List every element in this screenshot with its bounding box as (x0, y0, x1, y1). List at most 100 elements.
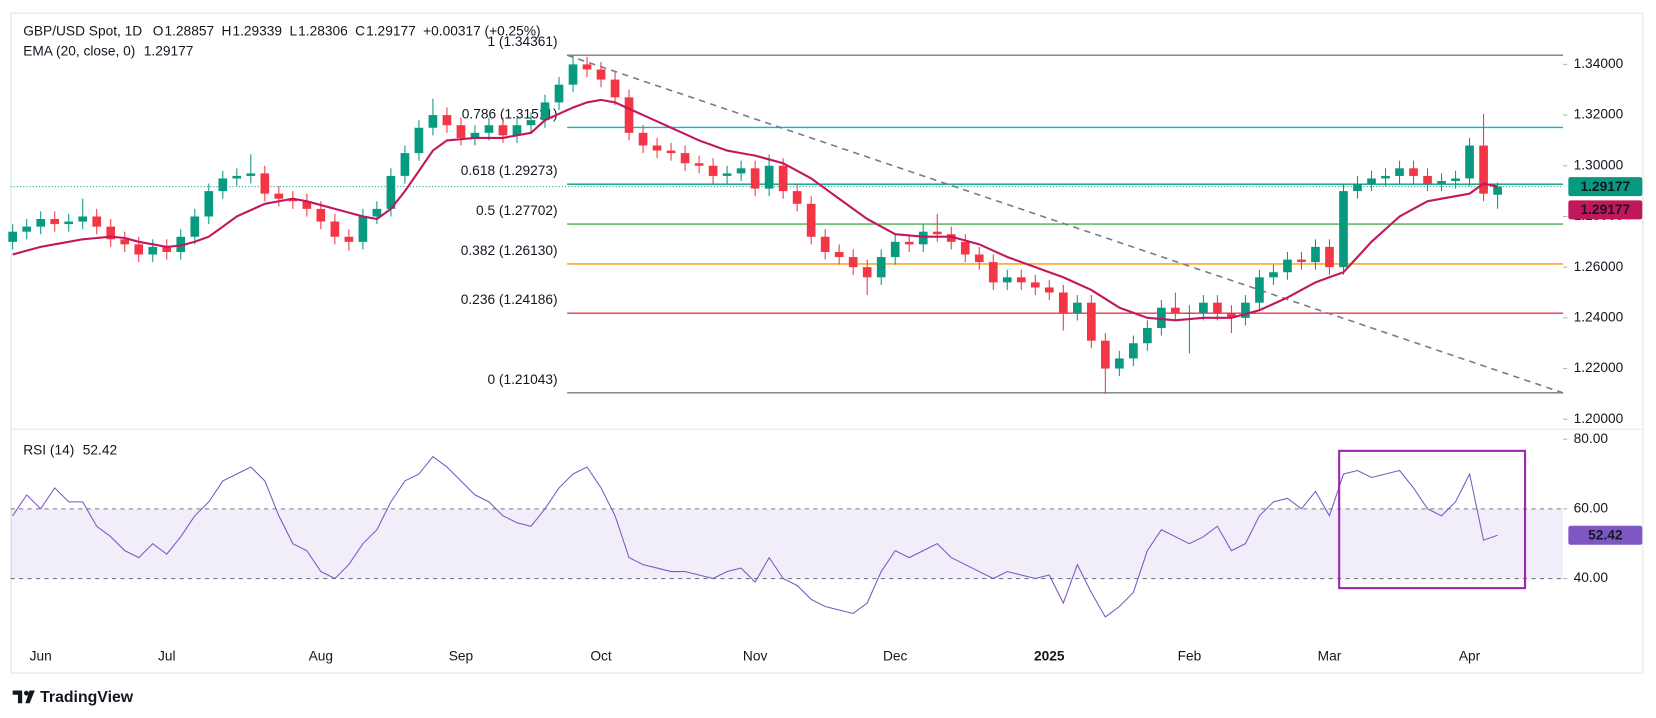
candle-body (932, 231, 942, 235)
candle-body (1465, 145, 1474, 179)
candle-body (372, 208, 382, 217)
candle-body (484, 125, 494, 133)
candle-body (176, 236, 186, 252)
ema-legend-name: EMA (20, close, 0) (23, 43, 135, 58)
candle-body (1437, 180, 1446, 184)
candle-body (918, 231, 928, 245)
ohlc-label: H (221, 23, 231, 38)
last-price-tag-bg (1568, 177, 1643, 197)
candle-body (1297, 259, 1306, 263)
candle-body (708, 165, 718, 176)
fib-label: 0.5 (1.27702) (476, 203, 558, 218)
ema-tag: 1.29177 (1581, 202, 1631, 217)
candle-body (162, 246, 172, 252)
candle-body (1030, 282, 1040, 288)
logo-mark (23, 690, 29, 696)
candle-body (862, 267, 872, 278)
candle-body (1058, 292, 1068, 313)
candle-body (22, 226, 32, 232)
candle-body (610, 79, 620, 98)
candle-body (694, 163, 704, 166)
fib-label: 0 (1.21043) (487, 372, 557, 387)
candle-body (876, 257, 886, 278)
candle-body (722, 173, 732, 176)
x-tick-label: Nov (743, 648, 768, 663)
candle-body (736, 168, 746, 174)
candle-body (540, 102, 550, 121)
candle-body (36, 219, 46, 227)
candle-body (764, 165, 774, 189)
fib-label: 0.618 (1.29273) (461, 163, 558, 178)
candle-body (526, 120, 536, 126)
x-tick-label: Jul (158, 648, 176, 663)
candle-body (190, 216, 200, 237)
candle-body (652, 145, 662, 151)
ohlc-value: 1.28306 (298, 23, 348, 38)
candle-body (960, 241, 970, 255)
y-tick-label: 1.34000 (1574, 56, 1624, 71)
candle-body (1451, 178, 1460, 181)
candle-body (1171, 307, 1180, 313)
candle-body (8, 231, 18, 242)
chart-frame (10, 12, 1644, 674)
candle-body (456, 125, 466, 138)
candle-body (246, 173, 256, 176)
candle-body (1283, 259, 1292, 273)
candle-body (1227, 312, 1236, 318)
y-tick-label: 1.26000 (1574, 259, 1624, 274)
ema-line (12, 98, 1498, 322)
candle-body (1325, 246, 1334, 268)
fib-label: 1 (1.34361) (487, 34, 557, 49)
candle-body (204, 191, 214, 217)
candle-body (1002, 277, 1012, 283)
candle-body (120, 239, 130, 245)
ohlc-value: 1.29339 (232, 23, 282, 38)
x-tick-label: Feb (1178, 648, 1202, 663)
candle-body (666, 150, 676, 154)
candle-body (442, 115, 452, 126)
logo-mark (25, 690, 35, 704)
candle-body (302, 201, 312, 209)
candle-body (1381, 175, 1390, 179)
candle-body (988, 262, 998, 283)
last-price-tag: 1.29177 (1581, 179, 1631, 194)
logo-mark (12, 690, 23, 704)
candle-body (400, 153, 410, 176)
ohlc-value: 1.29177 (366, 23, 416, 38)
x-tick-label: Dec (883, 648, 908, 663)
ohlc-label: L (289, 23, 297, 38)
candle-body (1185, 312, 1194, 314)
candle-body (498, 125, 508, 136)
candle-body (890, 241, 900, 258)
candle-body (904, 241, 914, 245)
x-tick-label: Mar (1318, 648, 1342, 663)
rsi-band (10, 508, 1564, 579)
candle-body (470, 132, 480, 138)
candle-body (1409, 168, 1418, 176)
candle-body (1016, 277, 1026, 283)
candle-body (848, 257, 858, 268)
candle-body (428, 115, 438, 128)
rsi-tag: 52.42 (1588, 527, 1623, 542)
candle-body (778, 165, 788, 192)
legend-backdrop (14, 21, 427, 62)
candle-body (274, 193, 284, 199)
y-tick-label: 1.22000 (1574, 360, 1624, 375)
candle-body (288, 198, 298, 202)
y-tick-label: 1.20000 (1574, 411, 1624, 426)
x-tick-label: 2025 (1034, 648, 1065, 663)
candle-body (974, 254, 984, 263)
candle-body (1395, 168, 1404, 176)
candle-body (358, 216, 368, 242)
y-tick-label: 1.30000 (1574, 157, 1624, 172)
price-pane: 1 (1.34361) 0.786 (1.31511) 0.618 (1.29273… (8, 34, 1564, 394)
y-tick-label: 1.32000 (1574, 107, 1624, 122)
candle-body (64, 221, 74, 225)
ohlc-label: C (355, 23, 365, 38)
rsi-tick-label: 80.00 (1574, 431, 1609, 446)
candle-body (1493, 186, 1502, 195)
candle-body (1479, 145, 1488, 194)
